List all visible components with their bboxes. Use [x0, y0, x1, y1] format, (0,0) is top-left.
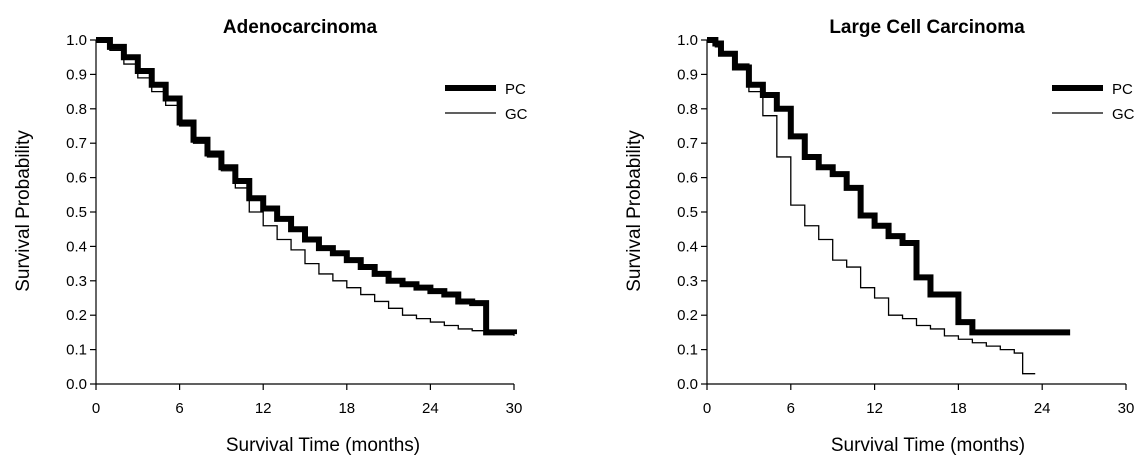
x-tick-label: 6	[175, 400, 183, 417]
x-axis-label: Survival Time (months)	[831, 435, 1025, 455]
legend-label-gc: GC	[1112, 106, 1135, 123]
y-tick-label: 0.2	[66, 307, 87, 324]
legend-label-pc: PC	[1112, 81, 1133, 98]
x-tick-label: 24	[422, 400, 439, 417]
chart-title: Adenocarcinoma	[223, 17, 378, 38]
y-tick-label: 0.7	[677, 135, 698, 152]
series-line-gc	[96, 39, 515, 336]
y-tick-label: 0.1	[66, 342, 87, 359]
series-line-pc	[707, 37, 1071, 336]
y-tick-label: 0.5	[677, 204, 698, 221]
x-tick-label: 30	[1118, 400, 1135, 417]
x-tick-label: 0	[92, 400, 100, 417]
legend-label-gc: GC	[505, 106, 528, 123]
y-tick-label: 0.2	[677, 307, 698, 324]
x-tick-label: 6	[787, 400, 795, 417]
x-tick-label: 24	[1034, 400, 1051, 417]
y-tick-label: 0.7	[66, 135, 87, 152]
legend-label-pc: PC	[505, 81, 526, 98]
x-tick-label: 12	[866, 400, 883, 417]
series-line-gc	[707, 39, 1036, 375]
y-tick-label: 1.0	[677, 32, 698, 49]
y-tick-label: 0.0	[677, 376, 698, 393]
y-tick-label: 0.8	[677, 101, 698, 118]
x-tick-label: 0	[703, 400, 711, 417]
y-tick-label: 0.4	[677, 238, 698, 255]
y-tick-label: 0.6	[66, 170, 87, 187]
x-tick-label: 30	[506, 400, 523, 417]
y-axis-label: Survival Probability	[624, 130, 645, 292]
x-axis-label: Survival Time (months)	[226, 435, 420, 455]
y-tick-label: 0.3	[677, 273, 698, 290]
y-axis-label: Survival Probability	[13, 130, 34, 292]
legend: PC GC	[1052, 81, 1135, 123]
y-tick-label: 0.9	[66, 66, 87, 83]
x-tick-label: 18	[950, 400, 967, 417]
y-tick-label: 0.4	[66, 238, 87, 255]
y-tick-label: 0.8	[66, 101, 87, 118]
legend: PC GC	[445, 81, 528, 123]
adenocarcinoma-panel: Adenocarcinoma 0.0 0.1 0.2 0.3 0.4 0.5 0.6 0.7 0…	[13, 17, 528, 455]
large-cell-carcinoma-panel: Large Cell Carcinoma 0.0 0.1 0.2 0.3 0.4 0.5 0…	[624, 17, 1135, 455]
y-tick-label: 0.5	[66, 204, 87, 221]
y-tick-label: 0.3	[66, 273, 87, 290]
chart-title: Large Cell Carcinoma	[829, 17, 1025, 38]
y-tick-label: 0.1	[677, 342, 698, 359]
series-line-pc	[96, 37, 517, 336]
y-tick-label: 1.0	[66, 32, 87, 49]
x-tick-label: 18	[338, 400, 355, 417]
x-tick-label: 12	[255, 400, 272, 417]
y-tick-label: 0.0	[66, 376, 87, 393]
y-tick-label: 0.6	[677, 170, 698, 187]
y-tick-label: 0.9	[677, 66, 698, 83]
